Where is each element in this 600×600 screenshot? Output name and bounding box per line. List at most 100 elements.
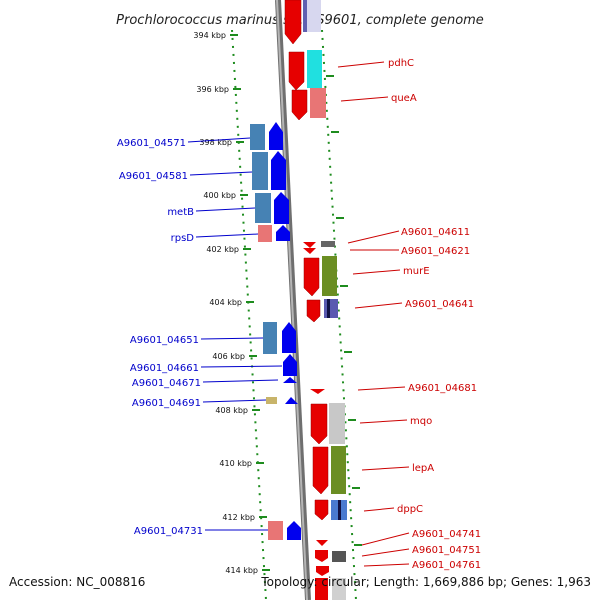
gene-label-queA[interactable]: queA xyxy=(391,93,417,104)
cog-box xyxy=(303,0,321,32)
gene-arrow-A9601_04761 xyxy=(316,566,329,576)
cog-box xyxy=(327,299,330,318)
connector-line xyxy=(363,563,410,567)
reverse-strand-genes xyxy=(250,122,301,540)
gene-arrow-A9601_04731 xyxy=(287,521,301,540)
gene-label-A9601_04651[interactable]: A9601_04651 xyxy=(130,335,199,346)
gene-label-mqo[interactable]: mqo xyxy=(410,416,432,427)
gene-arrow xyxy=(284,0,302,45)
gene-label-A9601_04571[interactable]: A9601_04571 xyxy=(117,138,186,149)
cog-box-A9601_04581 xyxy=(252,152,268,190)
gene-label-A9601_04761[interactable]: A9601_04761 xyxy=(412,560,481,571)
connector-line xyxy=(363,507,395,512)
gene-label-dppC[interactable]: dppC xyxy=(397,504,423,515)
right-label-connectors xyxy=(337,61,410,567)
tick-label: 398 kbp xyxy=(199,138,232,147)
tick-label: 410 kbp xyxy=(219,459,252,468)
right-gene-labels: pdhC queA A9601_04611 A9601_04621 murE A… xyxy=(388,58,481,571)
connector-line xyxy=(347,230,400,244)
gene-label-A9601_04731[interactable]: A9601_04731 xyxy=(134,526,203,537)
tick-label: 396 kbp xyxy=(196,85,229,94)
cog-box-lepA xyxy=(331,446,346,494)
cog-box-rpsD xyxy=(258,225,272,242)
tick-marks xyxy=(230,34,362,571)
forward-strand-genes xyxy=(284,0,347,600)
gene-arrow-A9601_04671 xyxy=(283,377,297,383)
gene-label-pdhC[interactable]: pdhC xyxy=(388,58,414,69)
gene-label-A9601_04611[interactable]: A9601_04611 xyxy=(401,227,470,238)
gene-arrow-metB xyxy=(274,192,289,224)
tick-labels: 394 kbp 396 kbp 398 kbp 400 kbp 402 kbp … xyxy=(193,31,258,575)
cog-box-A9601_04651 xyxy=(263,322,277,354)
tick-label: 406 kbp xyxy=(212,352,245,361)
gene-arrow-A9601_04621 xyxy=(303,248,316,254)
cog-box-A9601_04691 xyxy=(266,397,277,404)
connector-line xyxy=(361,548,410,557)
tick-label: 412 kbp xyxy=(222,513,255,522)
gene-label-A9601_04671[interactable]: A9601_04671 xyxy=(132,378,201,389)
tick-label: 414 kbp xyxy=(225,566,258,575)
cog-box-queA xyxy=(310,88,326,118)
gene-arrow-murE xyxy=(303,257,320,297)
connector-line xyxy=(359,419,408,424)
gene-label-A9601_04581[interactable]: A9601_04581 xyxy=(119,171,188,182)
connector-line xyxy=(202,399,267,403)
cog-box xyxy=(332,551,346,562)
gene-arrow-A9601_04751 xyxy=(315,550,328,562)
connector-line xyxy=(340,96,389,102)
connector-line xyxy=(361,466,410,471)
gene-arrow-A9601_04741 xyxy=(316,540,328,546)
genome-backbone-highlight xyxy=(276,0,308,600)
tick-label: 408 kbp xyxy=(215,406,248,415)
gene-label-murE[interactable]: murE xyxy=(403,266,430,277)
connector-line xyxy=(195,207,256,212)
gene-label-A9601_04621[interactable]: A9601_04621 xyxy=(401,246,470,257)
connector-line xyxy=(354,302,403,309)
connector-line xyxy=(200,365,283,368)
accession-text: Accession: NC_008816 xyxy=(9,575,145,589)
gene-arrow xyxy=(315,578,328,600)
gene-label-A9601_04751[interactable]: A9601_04751 xyxy=(412,545,481,556)
left-gene-labels: A9601_04571 A9601_04581 metB rpsD A9601_… xyxy=(117,138,203,537)
connector-line xyxy=(337,61,385,68)
cog-box xyxy=(338,500,341,520)
gene-arrow-pdhC xyxy=(288,51,305,91)
connector-line xyxy=(352,269,401,275)
connector-line xyxy=(357,386,406,391)
left-label-connectors xyxy=(187,137,283,531)
cog-box xyxy=(321,241,335,247)
connector-line xyxy=(361,532,410,546)
cog-box xyxy=(303,0,307,32)
connector-line xyxy=(189,171,253,176)
cog-box-A9601_04641 xyxy=(324,299,338,318)
gene-label-A9601_04661[interactable]: A9601_04661 xyxy=(130,363,199,374)
gene-label-A9601_04681[interactable]: A9601_04681 xyxy=(408,383,477,394)
cog-box xyxy=(332,578,346,600)
connector-line xyxy=(200,337,264,340)
gene-arrow-A9601_04611 xyxy=(303,242,316,248)
connector-line xyxy=(187,137,251,143)
cog-box-metB xyxy=(255,193,271,223)
cog-box-A9601_04571 xyxy=(250,124,265,150)
gene-arrow-A9601_04571 xyxy=(269,122,283,150)
gene-label-metB[interactable]: metB xyxy=(167,207,194,218)
cog-box-pdhC xyxy=(307,50,322,88)
tick-label: 402 kbp xyxy=(206,245,239,254)
tick-label: 404 kbp xyxy=(209,298,242,307)
gene-arrow-A9601_04581 xyxy=(271,151,286,190)
gene-arrow-queA xyxy=(291,89,308,121)
topology-summary: Topology: circular; Length: 1,669,886 bp… xyxy=(260,575,591,589)
gene-label-rpsD[interactable]: rpsD xyxy=(171,233,195,244)
gene-label-A9601_04691[interactable]: A9601_04691 xyxy=(132,398,201,409)
gene-label-A9601_04741[interactable]: A9601_04741 xyxy=(412,529,481,540)
connector-line xyxy=(202,379,279,383)
gene-arrow-lepA xyxy=(312,446,329,495)
cog-box-murE xyxy=(322,256,337,296)
tick-label: 400 kbp xyxy=(203,191,236,200)
gene-arrow-rpsD xyxy=(276,225,290,241)
cog-box-mqo xyxy=(329,403,345,444)
gene-label-A9601_04641[interactable]: A9601_04641 xyxy=(405,299,474,310)
gene-arrow-mqo xyxy=(310,403,328,445)
gene-label-lepA[interactable]: lepA xyxy=(412,463,434,474)
